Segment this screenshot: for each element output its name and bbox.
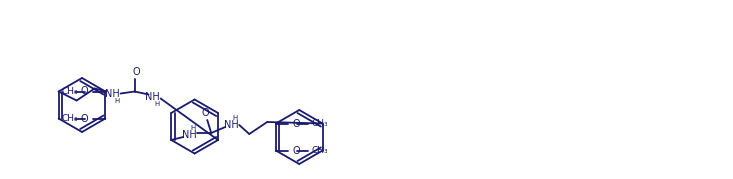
Text: O: O xyxy=(293,146,301,156)
Text: NH: NH xyxy=(145,91,160,101)
Text: H: H xyxy=(191,125,196,131)
Text: H: H xyxy=(232,115,238,121)
Text: O: O xyxy=(81,86,89,96)
Text: CH₃: CH₃ xyxy=(312,146,328,155)
Text: H: H xyxy=(114,98,119,103)
Text: NH: NH xyxy=(106,88,120,98)
Text: O: O xyxy=(202,108,209,118)
Text: NH: NH xyxy=(224,120,239,130)
Text: H: H xyxy=(154,100,159,107)
Text: NH: NH xyxy=(182,130,196,140)
Text: O: O xyxy=(81,113,89,124)
Text: CH₃: CH₃ xyxy=(312,119,328,128)
Text: CH₃: CH₃ xyxy=(61,87,78,96)
Text: O: O xyxy=(293,118,301,129)
Text: CH₃: CH₃ xyxy=(61,114,78,123)
Text: O: O xyxy=(133,67,141,76)
